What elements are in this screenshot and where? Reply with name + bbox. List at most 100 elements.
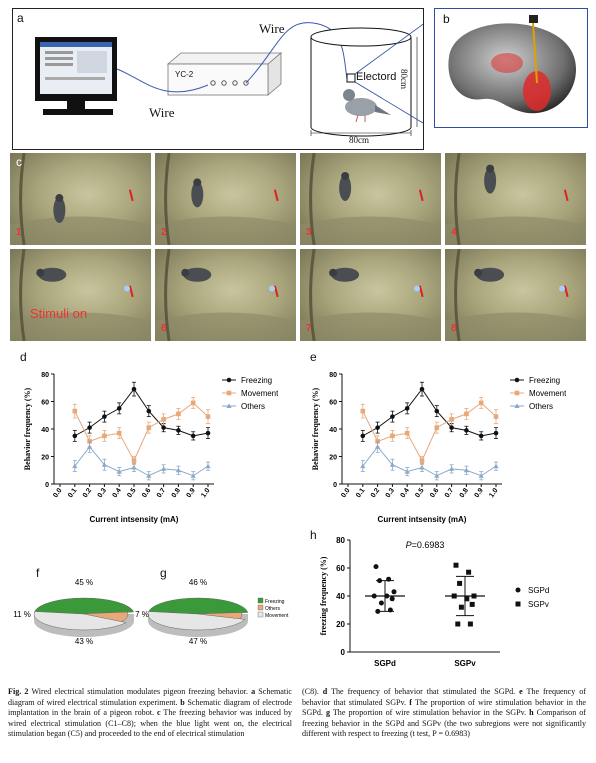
frame-number: 8 — [451, 323, 457, 334]
data-point — [404, 406, 410, 411]
caption-left-column: Fig. 2 Wired electrical stimulation modu… — [8, 687, 292, 740]
caption-text: The proportion of wire stimulation behav… — [302, 697, 586, 718]
video-frame: 8 — [445, 249, 586, 341]
floor — [10, 312, 151, 341]
y-tick-label: 40 — [329, 427, 337, 434]
data-point — [471, 593, 477, 599]
data-point — [404, 430, 410, 436]
floor — [300, 216, 441, 245]
data-point — [116, 406, 122, 411]
x-category-label: SGPv — [454, 659, 476, 668]
blue-light — [414, 285, 421, 292]
data-point — [386, 576, 392, 582]
caption-panel-letter: d — [322, 687, 328, 696]
pigeon — [339, 174, 352, 201]
data-point — [116, 430, 122, 436]
caption-panel-letter: g — [325, 708, 330, 718]
data-point — [463, 467, 469, 473]
y-tick-label: 0 — [333, 482, 337, 489]
data-point — [360, 408, 366, 414]
caption-panel-letter: b — [180, 697, 185, 707]
data-point — [87, 444, 93, 449]
x-axis-label: Current intsensity (mA) — [378, 515, 467, 524]
frame-scene — [10, 249, 151, 341]
y-tick-label: 80 — [41, 372, 49, 379]
data-point — [493, 430, 499, 436]
pigeon-head — [474, 268, 483, 277]
pigeon — [183, 267, 212, 282]
pie-value-label: 47 % — [189, 637, 207, 646]
legend-label: Others — [529, 402, 553, 411]
data-point — [102, 414, 107, 419]
caption-text: Schematic diagram of wired electrical st… — [8, 687, 292, 707]
data-point — [464, 411, 469, 417]
legend-marker — [514, 390, 520, 396]
y-axis-label: Behavior frequency (%) — [311, 387, 320, 470]
arena-edge — [454, 153, 461, 245]
frame-scene — [10, 153, 151, 245]
panel-a-schematic — [35, 22, 423, 137]
legend-marker — [226, 390, 232, 396]
data-point — [161, 425, 166, 430]
data-point — [190, 433, 196, 439]
arena-edge — [454, 249, 461, 341]
x-tick-label: 0.4 — [400, 487, 411, 499]
caption-text: The freezing behavior was induced by wir… — [8, 708, 292, 739]
x-tick-label: 0.7 — [156, 487, 167, 499]
frame-scene — [155, 249, 296, 341]
data-point — [478, 473, 484, 478]
panel-f-label: f — [36, 566, 40, 580]
legend-marker — [515, 587, 521, 593]
floor — [10, 216, 151, 245]
pigeon — [484, 167, 497, 194]
pigeon-head — [341, 171, 350, 180]
x-category-label: SGPd — [374, 659, 396, 668]
pigeon — [53, 197, 66, 224]
data-point — [161, 466, 167, 471]
caption-panel-letter: c — [156, 708, 161, 718]
data-point — [455, 621, 461, 627]
data-point — [375, 444, 381, 449]
x-tick-label: 1.0 — [488, 487, 499, 499]
data-point — [387, 607, 393, 613]
data-point — [175, 467, 181, 473]
caption-text: t test, P = 0.6983) — [412, 729, 470, 739]
legend-label: Movement — [529, 389, 566, 398]
legend-label: Freezing — [241, 376, 272, 385]
panel-b: b — [434, 8, 588, 128]
data-point — [176, 411, 181, 417]
pigeon — [331, 267, 360, 282]
panel-d-label: d — [20, 350, 27, 364]
scatter-chart-h: 0 20 40 60 80 freezing frequency (%) P=0.6983 S… — [319, 536, 549, 668]
video-frame: 7 — [300, 249, 441, 341]
pie-value-label: 45 % — [75, 578, 93, 587]
legend-marker — [226, 377, 232, 383]
x-tick-label: 0.3 — [97, 487, 108, 499]
chart-d: 0 20 40 60 80 0.0 0.1 0.2 0.3 0.4 0.5 0.6 0.7 0.8 0.9 1… — [23, 372, 278, 524]
frame-scene — [445, 153, 586, 245]
frame-number: 3 — [306, 227, 312, 238]
caption-panel-letter: a — [251, 687, 256, 696]
caption-text: Comparison of freezing behavior in the S… — [302, 708, 587, 739]
data-point — [419, 464, 425, 470]
blue-light — [269, 285, 276, 292]
legend-swatch — [257, 604, 264, 611]
legend-label: Others — [241, 402, 265, 411]
data-point — [72, 463, 78, 469]
data-point — [101, 462, 107, 467]
legend-marker — [226, 403, 232, 408]
data-point — [464, 428, 469, 433]
floor — [445, 312, 586, 341]
x-tick-label: 0.1 — [355, 487, 366, 499]
data-point — [190, 473, 196, 478]
data-point — [451, 593, 457, 599]
x-tick-label: 0.2 — [82, 487, 93, 499]
caption-text: The frequency of behavior that stimulate… — [327, 687, 520, 696]
x-tick-label: 0.7 — [444, 487, 455, 499]
y-tick-label: 40 — [41, 427, 49, 434]
electrode-label: Electord — [356, 71, 397, 83]
series-line — [362, 402, 497, 462]
frame-scene — [300, 249, 441, 341]
panel-c-label: c — [16, 155, 22, 169]
